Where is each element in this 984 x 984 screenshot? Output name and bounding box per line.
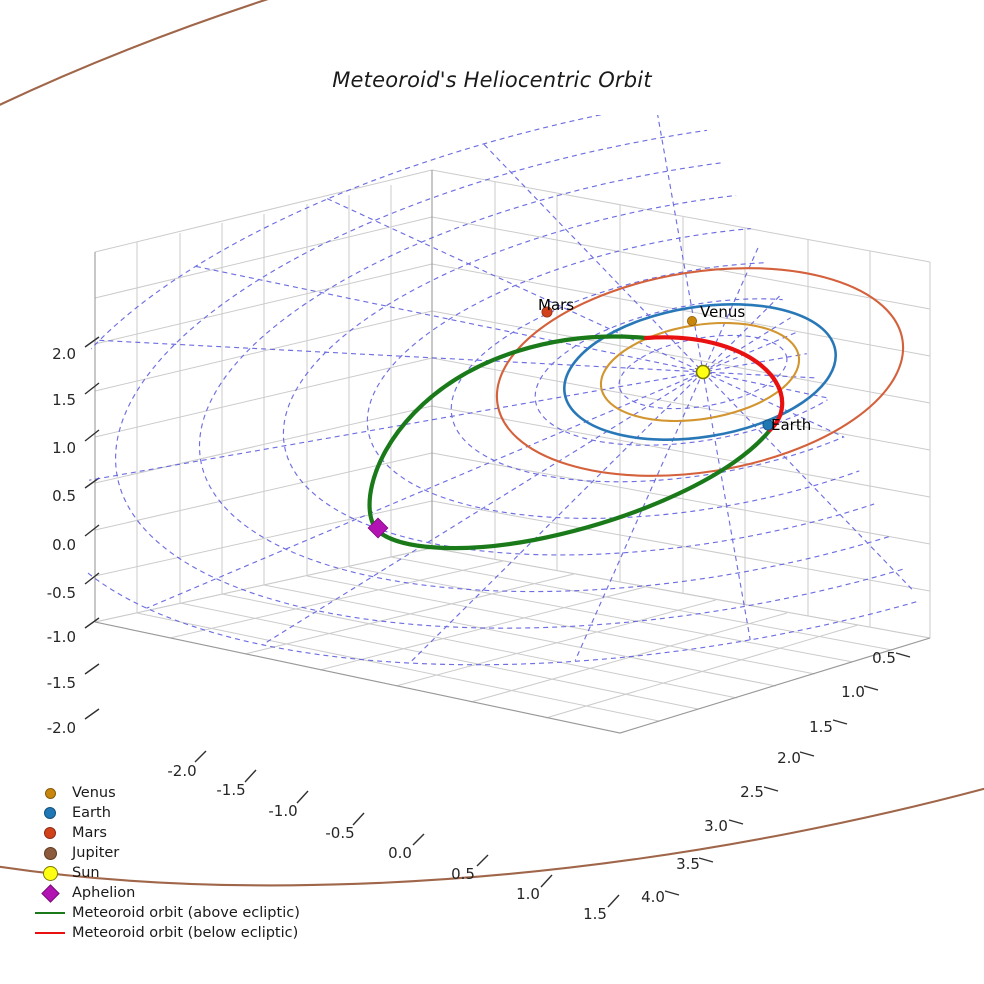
- z-tick-label: 1.5: [52, 391, 76, 409]
- legend-label: Venus: [72, 785, 116, 801]
- earth-label: Earth: [771, 416, 811, 434]
- legend-label: Aphelion: [72, 885, 136, 901]
- legend-item-jupiter[interactable]: Jupiter: [28, 843, 328, 863]
- mars-dot-icon: [28, 827, 72, 839]
- y-tick-label: 2.5: [740, 783, 764, 801]
- legend-item-venus[interactable]: Venus: [28, 783, 328, 803]
- legend-item-earth[interactable]: Earth: [28, 803, 328, 823]
- venus-dot-icon: [28, 787, 72, 799]
- z-tick-label: 0.0: [52, 536, 76, 554]
- y-tick-label: 1.5: [809, 718, 833, 736]
- aphelion-diamond-icon: [28, 883, 72, 903]
- green-line-icon: [28, 911, 72, 915]
- y-tick-label: 4.0: [641, 888, 665, 906]
- x-tick-label: 0.0: [388, 844, 412, 862]
- z-axis-tick-labels: 2.0 1.5 1.0 0.5 0.0 -0.5 -1.0 -1.5 -2.0: [47, 345, 76, 737]
- aphelion-marker: [367, 517, 389, 539]
- z-tick-label: -1.0: [47, 628, 76, 646]
- legend-label: Mars: [72, 825, 107, 841]
- z-tick-label: 1.0: [52, 439, 76, 457]
- x-axis-tick-labels: -2.0 -1.5 -1.0 -0.5 0.0 0.5 1.0 1.5: [167, 762, 607, 923]
- z-tick-label: -1.5: [47, 674, 76, 692]
- mars-label: Mars: [538, 296, 574, 314]
- y-axis-tick-labels: 0.5 1.0 1.5 2.0 2.5 3.0 3.5 4.0: [641, 649, 896, 906]
- legend-item-mars[interactable]: Mars: [28, 823, 328, 843]
- sun-marker: [695, 364, 711, 380]
- earth-orbit-path: [563, 303, 837, 441]
- z-tick-label: 0.5: [52, 487, 76, 505]
- y-tick-label: 1.0: [841, 683, 865, 701]
- x-tick-label: 1.0: [516, 885, 540, 903]
- legend-item-aphelion[interactable]: Aphelion: [28, 883, 328, 903]
- x-tick-label: -2.0: [167, 762, 196, 780]
- legend-label: Sun: [72, 865, 100, 881]
- z-tick-label: 2.0: [52, 345, 76, 363]
- legend-item-sun[interactable]: Sun: [28, 863, 328, 883]
- x-tick-label: -0.5: [325, 824, 354, 842]
- z-tick-label: -2.0: [47, 719, 76, 737]
- x-tick-label: -1.0: [268, 802, 297, 820]
- mars-marker: [541, 306, 553, 318]
- legend-label: Earth: [72, 805, 111, 821]
- in-plot-body-labels: Mars Venus Earth: [538, 296, 811, 434]
- venus-marker: [687, 315, 698, 326]
- venus-label: Venus: [700, 303, 745, 321]
- legend-item-orbit-above[interactable]: Meteoroid orbit (above ecliptic): [28, 903, 328, 923]
- x-tick-label: 0.5: [451, 865, 475, 883]
- mars-orbit-path: [495, 267, 905, 477]
- jupiter-dot-icon: [28, 846, 72, 860]
- y-tick-label: 3.0: [704, 817, 728, 835]
- y-tick-label: 3.5: [676, 855, 700, 873]
- y-tick-label: 2.0: [777, 749, 801, 767]
- legend: Venus Earth Mars Jupiter Sun: [28, 783, 328, 943]
- sun-dot-icon: [28, 865, 72, 881]
- axis-spines: [94, 170, 931, 734]
- z-tick-label: -0.5: [47, 584, 76, 602]
- legend-item-orbit-below[interactable]: Meteoroid orbit (below ecliptic): [28, 923, 328, 943]
- x-tick-label: -1.5: [216, 781, 245, 799]
- earth-dot-icon: [28, 807, 72, 819]
- legend-label: Meteoroid orbit (above ecliptic): [72, 905, 300, 921]
- earth-marker: [762, 419, 774, 431]
- legend-label: Meteoroid orbit (below ecliptic): [72, 925, 299, 941]
- legend-label: Jupiter: [72, 845, 120, 861]
- axis-tick-marks: [84, 336, 911, 908]
- pane-grid-lines: [94, 169, 931, 734]
- y-tick-label: 0.5: [872, 649, 896, 667]
- x-tick-label: 1.5: [583, 905, 607, 923]
- red-line-icon: [28, 931, 72, 935]
- meteoroid-orbit-below-ecliptic: [643, 335, 785, 433]
